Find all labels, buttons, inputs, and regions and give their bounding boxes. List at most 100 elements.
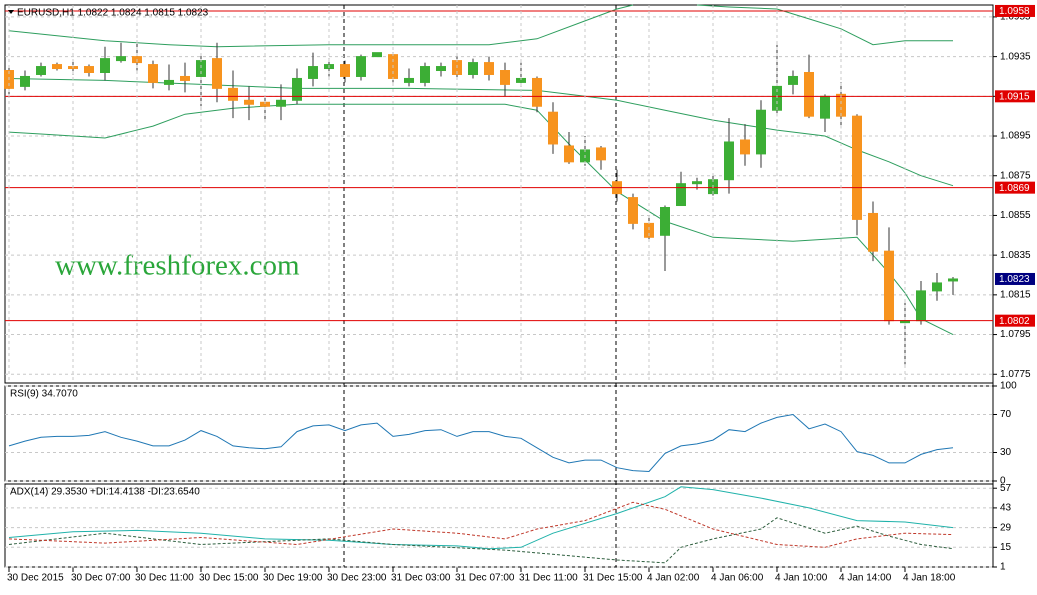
y-tick-label: 100 — [1000, 381, 1017, 392]
candle-body — [724, 141, 734, 181]
panel-title: RSI(9) 34.7070 — [10, 389, 78, 400]
y-tick-label: 1.0875 — [1000, 170, 1031, 181]
candle-body — [868, 212, 878, 252]
candle-body — [276, 99, 286, 107]
watermark: www.freshforex.com — [55, 250, 300, 282]
candle-body — [756, 109, 766, 155]
line — [8, 517, 954, 564]
x-tick-label: 30 Dec 07:00 — [71, 573, 131, 584]
panel-title: EURUSD,H1 1.0822 1.0824 1.0815 1.0823 — [17, 8, 209, 19]
candle-body — [484, 62, 494, 75]
x-tick-label: 4 Jan 18:00 — [903, 573, 956, 584]
y-tick-label: 0 — [1000, 476, 1006, 487]
candle-body — [628, 197, 638, 224]
candle-body — [228, 87, 238, 101]
candle-body — [420, 66, 430, 83]
x-tick-label: 30 Dec 2015 — [7, 573, 64, 584]
line — [8, 501, 954, 548]
panel-title: ADX(14) 29.3530 +DI:14.4138 -DI:23.6540 — [10, 487, 200, 498]
y-tick-label: 1.0935 — [1000, 51, 1031, 62]
y-tick-label: 1.0955 — [1000, 12, 1031, 23]
last-price-bg — [995, 272, 1035, 285]
level-label: 1.0915 — [999, 91, 1030, 102]
candle-body — [212, 58, 222, 89]
candle-body — [548, 111, 558, 145]
candle-body — [356, 56, 366, 77]
candle-body — [20, 75, 30, 87]
y-tick-label: 1.0775 — [1000, 369, 1031, 380]
candle-body — [740, 139, 750, 155]
last-price-label: 1.0823 — [999, 274, 1030, 285]
candle-body — [564, 145, 574, 163]
y-tick-label: 57 — [1000, 483, 1012, 494]
x-tick-label: 4 Jan 02:00 — [647, 573, 700, 584]
y-tick-label: 15 — [1000, 542, 1012, 553]
x-tick-label: 31 Dec 03:00 — [391, 573, 451, 584]
candle-body — [500, 70, 510, 85]
candle-body — [404, 77, 414, 83]
candle-body — [164, 79, 174, 85]
candle-body — [196, 60, 206, 77]
level-label-bg — [995, 314, 1035, 327]
line — [8, 413, 954, 473]
x-tick-label: 4 Jan 10:00 — [775, 573, 828, 584]
x-tick-label: 30 Dec 15:00 — [199, 573, 259, 584]
level-label: 1.0869 — [999, 183, 1030, 194]
x-tick-label: 4 Jan 14:00 — [839, 573, 892, 584]
candle-body — [36, 66, 46, 75]
candle-body — [436, 66, 446, 72]
y-tick-label: 29 — [1000, 522, 1012, 533]
candle-body — [676, 183, 686, 207]
candle-body — [916, 290, 926, 322]
y-tick-label: 30 — [1000, 447, 1012, 458]
candle-body — [532, 77, 542, 107]
candle-body — [340, 64, 350, 77]
candle-body — [932, 282, 942, 292]
x-tick-label: 30 Dec 11:00 — [135, 573, 194, 584]
y-tick-label: 1 — [1000, 562, 1006, 573]
candle-body — [308, 66, 318, 79]
candle-body — [148, 64, 158, 83]
x-tick-label: 31 Dec 15:00 — [583, 573, 643, 584]
level-label: 1.0802 — [999, 316, 1030, 327]
level-label-bg — [995, 90, 1035, 103]
candle-body — [948, 278, 958, 282]
x-tick-label: 30 Dec 19:00 — [263, 573, 323, 584]
y-tick-label: 70 — [1000, 409, 1012, 420]
candle-body — [836, 93, 846, 117]
x-tick-label: 31 Dec 07:00 — [455, 573, 515, 584]
level-label-bg — [995, 4, 1035, 17]
level-label-bg — [995, 181, 1035, 194]
x-tick-label: 4 Jan 06:00 — [711, 573, 764, 584]
y-tick-label: 1.0895 — [1000, 131, 1031, 142]
candle-body — [244, 99, 254, 105]
line — [696, 4, 953, 46]
candle-body — [788, 75, 798, 85]
candle-body — [100, 58, 110, 73]
candle-body — [772, 85, 782, 111]
candle-body — [692, 181, 702, 185]
candle-body — [820, 95, 830, 119]
level-label: 1.0958 — [999, 6, 1030, 17]
candle-body — [468, 62, 478, 75]
x-tick-label: 30 Dec 23:00 — [327, 573, 387, 584]
candle-body — [180, 75, 190, 81]
y-tick-label: 1.0815 — [1000, 289, 1031, 300]
candle-body — [292, 77, 302, 101]
x-tick-label: 31 Dec 11:00 — [519, 573, 578, 584]
header-triangle — [8, 10, 14, 14]
candle-body — [884, 250, 894, 322]
candle-body — [52, 64, 62, 70]
y-tick-label: 1.0855 — [1000, 210, 1031, 221]
candle-body — [804, 72, 814, 117]
y-tick-label: 43 — [1000, 503, 1012, 514]
candle-body — [84, 66, 94, 74]
y-tick-label: 1.0835 — [1000, 250, 1031, 261]
candle-body — [116, 56, 126, 62]
line — [8, 486, 954, 550]
candle-body — [660, 207, 670, 236]
candle-body — [372, 52, 382, 58]
